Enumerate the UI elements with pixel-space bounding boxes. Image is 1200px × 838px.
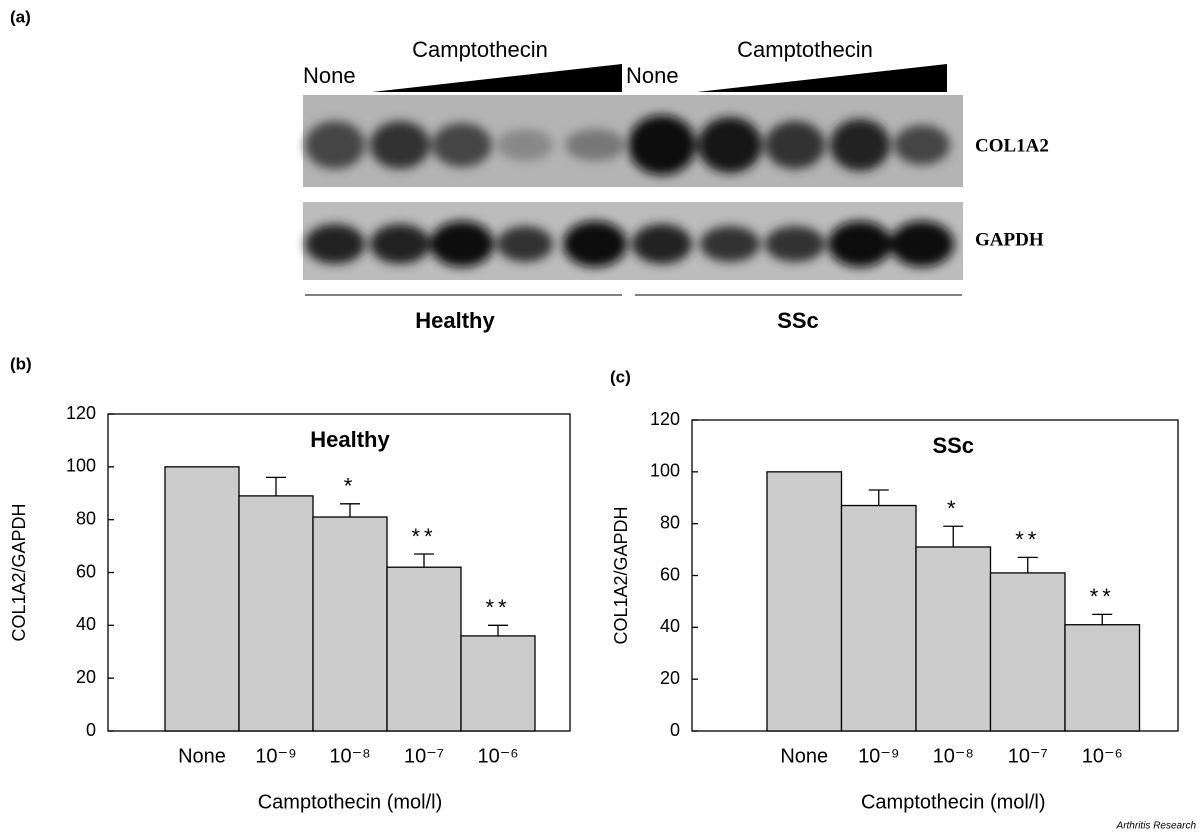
y-tick-label: 0 [670,720,680,740]
panel-label: (a) [10,7,31,26]
y-tick-label: 40 [76,614,96,634]
significance: * [947,496,960,521]
y-tick-label: 80 [660,512,680,532]
x-tick-label: 10⁻⁶ [1082,745,1123,767]
group-label: SSc [777,308,819,333]
group-label: Healthy [415,308,495,333]
x-tick-label: 10⁻⁹ [255,745,296,767]
bar [766,471,843,732]
significance: ** [485,595,510,620]
y-tick-label: 20 [76,667,96,687]
bar [840,504,917,732]
error-bar [1017,556,1038,573]
error-bar [414,553,434,568]
x-axis-label: Camptothecin (mol/l) [258,791,443,813]
significance: * [344,474,357,499]
error-bar [266,476,286,496]
y-tick-label: 100 [66,456,96,476]
panel-label: (b) [10,354,32,373]
x-tick-label: None [178,745,226,767]
chart-title: SSc [932,433,974,458]
source: Arthritis Research [1116,821,1197,832]
y-tick-label: 40 [660,616,680,636]
significance: ** [1090,584,1115,609]
chart-title: Healthy [310,427,390,452]
error-bar [488,624,508,636]
y-tick-label: 60 [660,564,680,584]
x-tick-label: 10⁻⁹ [858,745,899,767]
y-tick-label: 120 [66,403,96,423]
x-tick-label: 10⁻⁶ [477,745,518,767]
bar [1064,624,1141,732]
y-tick-label: 120 [650,409,680,429]
error-bar [868,489,889,506]
y-axis-label: COL1A2/GAPDH [611,506,631,644]
y-tick-label: 0 [86,720,96,740]
panel-label: (c) [610,367,631,386]
x-tick-label: 10⁻⁸ [933,745,974,767]
x-tick-label: 10⁻⁷ [404,745,444,767]
error-bar [1092,613,1113,625]
lane-label: None [303,63,356,88]
y-tick-label: 20 [660,668,680,688]
significance: ** [411,524,436,549]
bar [238,495,314,732]
lane-label: Camptothecin [412,37,548,62]
y-tick-label: 80 [76,508,96,528]
bar [915,546,992,732]
x-tick-label: 10⁻⁸ [329,745,370,767]
x-axis-label: Camptothecin (mol/l) [861,791,1046,813]
lane-label: Camptothecin [737,37,873,62]
error-bar [943,525,964,547]
bar [164,466,240,732]
y-tick-label: 100 [650,461,680,481]
y-tick-label: 60 [76,561,96,581]
bar [312,516,388,732]
x-tick-label: None [780,745,828,767]
row-label: COL1A2 [975,135,1049,156]
error-bar [340,503,360,518]
y-axis-label: COL1A2/GAPDH [9,503,29,641]
bar [460,635,536,732]
bar [989,572,1066,732]
blot [303,64,963,296]
bar [386,566,462,732]
significance: ** [1015,527,1040,552]
lane-label: None [626,63,679,88]
row-label: GAPDH [975,229,1044,250]
x-tick-label: 10⁻⁷ [1008,745,1048,767]
